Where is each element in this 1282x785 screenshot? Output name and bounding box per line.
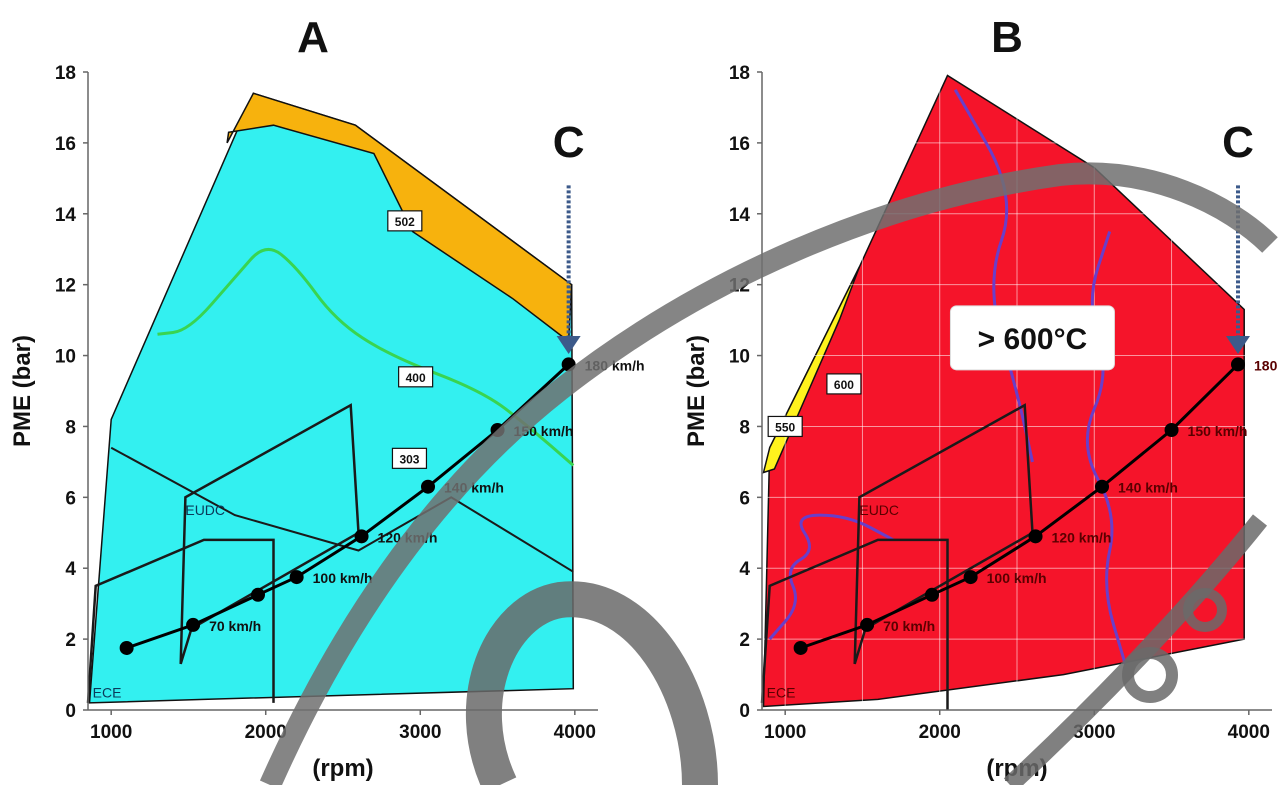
y-tick-label: 14 <box>729 205 751 226</box>
y-axis-label: PME (bar) <box>9 335 36 447</box>
c-arrow-head <box>1226 336 1250 355</box>
cycle-label: ECE <box>93 685 122 701</box>
purple-contour <box>953 88 1034 463</box>
y-tick-label: 10 <box>729 347 750 368</box>
x-tick-label: 1000 <box>764 722 806 743</box>
road-load-point <box>1231 357 1245 372</box>
contour-label-box <box>826 373 862 395</box>
road-load-point <box>119 640 134 655</box>
speed-label: 140 km/h <box>1118 480 1178 496</box>
road-load-point <box>1028 529 1043 544</box>
y-tick-label: 4 <box>739 559 750 580</box>
speed-label: 150 km/h <box>1188 423 1248 439</box>
contour-label: 502 <box>395 215 415 229</box>
road-load-point <box>421 479 435 494</box>
x-tick-label: 2000 <box>245 722 287 743</box>
x-tick-label: 4000 <box>554 722 596 743</box>
ece-cycle-box <box>86 538 275 703</box>
speed-label: 180 km/h <box>1254 357 1282 373</box>
green-contour <box>157 247 575 467</box>
y-tick-label: 10 <box>55 347 76 368</box>
cycle-label: ECE <box>767 685 796 701</box>
x-tick-label: 2000 <box>919 722 961 743</box>
y-tick-label: 16 <box>55 134 76 155</box>
road-load-point <box>963 570 978 585</box>
temperature-callout-box <box>949 305 1115 371</box>
y-tick-label: 6 <box>65 488 76 509</box>
speed-label: 100 km/h <box>987 570 1047 586</box>
speed-label: 70 km/h <box>883 618 935 634</box>
panel-b: B 70 km/h 100 km/h 120 km/h 140 km/h 150 km/h… <box>683 13 1282 782</box>
y-tick-label: 0 <box>65 701 76 722</box>
road-load-point <box>251 587 265 602</box>
road-load-point <box>860 617 875 632</box>
cycle-label: EUDC <box>859 502 899 518</box>
x-axis-label: (rpm) <box>312 755 373 782</box>
y-tick-label: 8 <box>739 417 750 438</box>
y-tick-label: 4 <box>65 559 76 580</box>
x-tick-label: 4000 <box>1228 722 1270 743</box>
c-arrow-head <box>556 336 581 355</box>
road-load-point <box>1164 422 1179 437</box>
speed-label: 70 km/h <box>209 618 261 634</box>
y-tick-label: 18 <box>729 63 750 84</box>
purple-contour <box>768 513 895 641</box>
y-tick-label: 8 <box>65 417 76 438</box>
x-tick-label: 3000 <box>1073 722 1115 743</box>
panel-title: B <box>991 13 1023 62</box>
y-tick-label: 16 <box>729 134 750 155</box>
purple-contour <box>1085 231 1127 665</box>
y-tick-label: 14 <box>55 205 77 226</box>
contour-label-box <box>387 210 423 232</box>
watermark-swirl <box>259 162 1278 785</box>
temperature-callout: > 600°C <box>978 323 1088 356</box>
eudc-cycle-box <box>179 403 360 665</box>
contour-label-box <box>398 366 434 388</box>
cyan-region <box>88 92 575 704</box>
x-tick-label: 1000 <box>90 722 132 743</box>
contour-label: 400 <box>406 371 426 385</box>
speed-label: 100 km/h <box>313 570 373 586</box>
road-load-line <box>800 363 1240 650</box>
marker-c-label: C <box>553 118 585 167</box>
y-tick-label: 2 <box>739 630 750 651</box>
marker-c-label: C <box>1222 118 1254 167</box>
road-load-point <box>925 587 939 602</box>
y-tick-label: 12 <box>55 276 76 297</box>
y-tick-label: 2 <box>65 630 76 651</box>
road-load-point <box>1095 479 1109 494</box>
speed-label: 120 km/h <box>1052 529 1112 545</box>
y-tick-label: 0 <box>739 701 750 722</box>
cycle-label: EUDC <box>185 502 225 518</box>
road-load-point <box>289 570 304 585</box>
eudc-cycle-box <box>853 403 1034 665</box>
road-load-line <box>126 363 570 650</box>
contour-label-box <box>391 447 428 469</box>
contour-label: 303 <box>399 452 419 466</box>
contour-label-box <box>767 415 803 438</box>
road-load-point <box>793 640 808 655</box>
contour-label: 600 <box>834 378 854 392</box>
y-tick-label: 18 <box>55 63 76 84</box>
y-tick-label: 6 <box>739 488 750 509</box>
road-load-point <box>186 617 201 632</box>
orange-region <box>226 92 573 343</box>
contour-label: 550 <box>775 420 795 434</box>
road-load-point <box>354 529 369 544</box>
x-tick-label: 3000 <box>399 722 441 743</box>
panel-title: A <box>297 13 329 62</box>
ece-cycle-box <box>760 538 949 710</box>
y-axis-label: PME (bar) <box>683 335 710 447</box>
